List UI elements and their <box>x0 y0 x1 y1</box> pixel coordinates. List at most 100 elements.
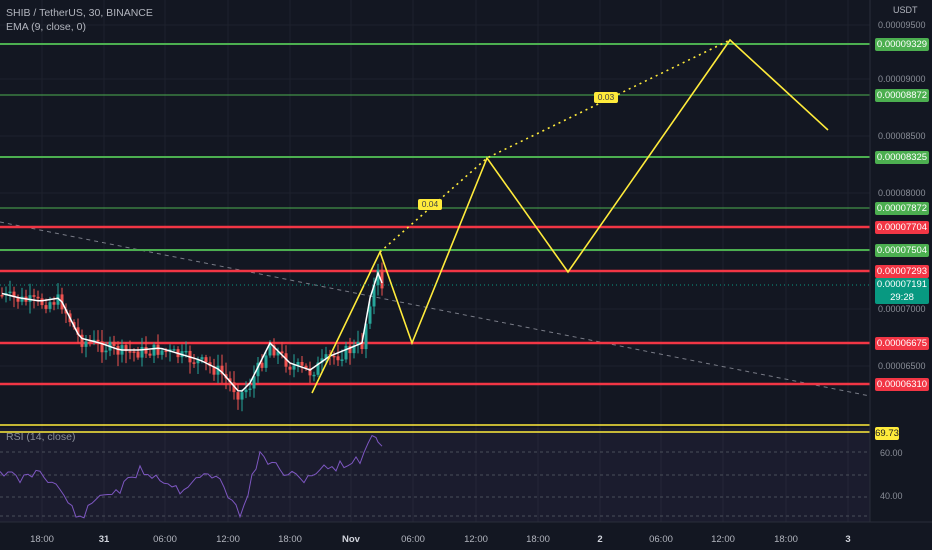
candle-body <box>360 341 364 350</box>
price-tick: 0.00006500 <box>878 361 926 371</box>
candle-body <box>52 302 56 305</box>
candle-body <box>36 296 40 299</box>
rsi-value-label[interactable]: 69.73 <box>875 427 899 440</box>
time-tick: 12:00 <box>464 534 488 545</box>
candle-body <box>172 349 176 351</box>
candle-body <box>8 291 12 294</box>
candle-body <box>256 362 260 377</box>
candle-body <box>196 359 200 364</box>
candle-body <box>280 351 284 354</box>
candle-body <box>152 344 156 356</box>
time-tick: 18:00 <box>278 534 302 545</box>
candle-body <box>312 374 316 377</box>
candle-body <box>364 323 368 350</box>
candle-body <box>228 378 232 383</box>
level-price-label[interactable]: 0.00008872 <box>875 89 929 102</box>
time-tick: 2 <box>597 534 603 545</box>
candle-body <box>184 350 188 353</box>
level-price-label[interactable]: 0.00006675 <box>875 337 929 350</box>
candle-body <box>84 341 88 347</box>
level-price-label[interactable]: 0.00007704 <box>875 221 929 234</box>
candle-body <box>140 346 144 358</box>
candle-body <box>252 376 256 389</box>
level-price-label[interactable]: 0.00006310 <box>875 378 929 391</box>
candle-body <box>300 361 304 366</box>
candle-body <box>272 345 276 356</box>
candle-body <box>376 269 380 286</box>
candle-body <box>156 344 160 355</box>
last-price-label[interactable]: 0.00007191 29:28 <box>875 278 929 304</box>
candle-body <box>276 351 280 356</box>
candle-body <box>20 296 24 302</box>
level-price-label[interactable]: 0.00008325 <box>875 151 929 164</box>
rsi-tick: 60.00 <box>880 448 903 458</box>
candle-body <box>144 346 148 354</box>
candle-body <box>248 388 252 391</box>
candle-body <box>268 345 272 356</box>
candle-body <box>104 350 108 353</box>
candle-body <box>148 353 152 356</box>
candle-body <box>264 355 268 368</box>
candle-body <box>0 295 4 297</box>
time-tick: 3 <box>845 534 851 545</box>
candle-body <box>44 305 48 309</box>
candle-body <box>308 368 312 376</box>
candle-body <box>212 366 216 375</box>
candle-body <box>260 362 264 368</box>
candle-body <box>244 389 248 393</box>
rsi-tick: 40.00 <box>880 491 903 501</box>
candle-body <box>344 345 348 360</box>
candle-body <box>96 339 100 342</box>
candle-body <box>56 294 60 305</box>
candle-body <box>372 285 376 307</box>
candle-body <box>220 365 224 375</box>
candle-body <box>320 358 324 363</box>
rsi-band-lines <box>0 451 870 517</box>
level-price-label[interactable]: 0.00009329 <box>875 38 929 51</box>
candle-body <box>340 359 344 361</box>
candle-body <box>136 351 140 358</box>
candle-body <box>12 291 16 298</box>
candle-body <box>348 345 352 354</box>
level-price-label[interactable]: 0.00007293 <box>875 265 929 278</box>
candle-body <box>48 302 52 309</box>
projection-badge[interactable]: 0.03 <box>594 92 618 103</box>
projection-badge[interactable]: 0.04 <box>418 199 442 210</box>
price-tick: 0.00009500 <box>878 20 926 30</box>
candle-body <box>352 345 356 354</box>
symbol-legend[interactable]: SHIB / TetherUS, 30, BINANCE <box>6 7 153 19</box>
candle-body <box>368 306 372 324</box>
candle-body <box>128 351 132 353</box>
candle-body <box>76 327 80 335</box>
level-price-label[interactable]: 0.00007872 <box>875 202 929 215</box>
candle-body <box>356 341 360 346</box>
time-tick: 06:00 <box>649 534 673 545</box>
bar-countdown: 29:28 <box>890 292 914 303</box>
time-tick: 12:00 <box>216 534 240 545</box>
ema-legend[interactable]: EMA (9, close, 0) <box>6 21 86 33</box>
candle-body <box>112 341 116 346</box>
candle-body <box>200 357 204 360</box>
time-tick: 06:00 <box>401 534 425 545</box>
level-price-label[interactable]: 0.00007504 <box>875 244 929 257</box>
candle-body <box>116 345 120 355</box>
currency-label[interactable]: USDT <box>893 5 918 15</box>
time-tick: 12:00 <box>711 534 735 545</box>
candle-body <box>132 351 136 353</box>
candle-body <box>80 334 84 347</box>
candle-body <box>288 366 292 370</box>
candle-body <box>28 295 32 302</box>
projection-dotted-path <box>379 39 731 253</box>
price-tick: 0.00009000 <box>878 74 926 84</box>
rsi-line <box>0 434 383 519</box>
time-tick: 18:00 <box>774 534 798 545</box>
price-tick: 0.00007000 <box>878 304 926 314</box>
candle-body <box>100 341 104 353</box>
candle-body <box>332 355 336 358</box>
candle-body <box>88 341 92 343</box>
rsi-legend[interactable]: RSI (14, close) <box>6 431 76 443</box>
price-tick: 0.00008500 <box>878 131 926 141</box>
price-tick: 0.00008000 <box>878 188 926 198</box>
candle-body <box>160 350 164 355</box>
